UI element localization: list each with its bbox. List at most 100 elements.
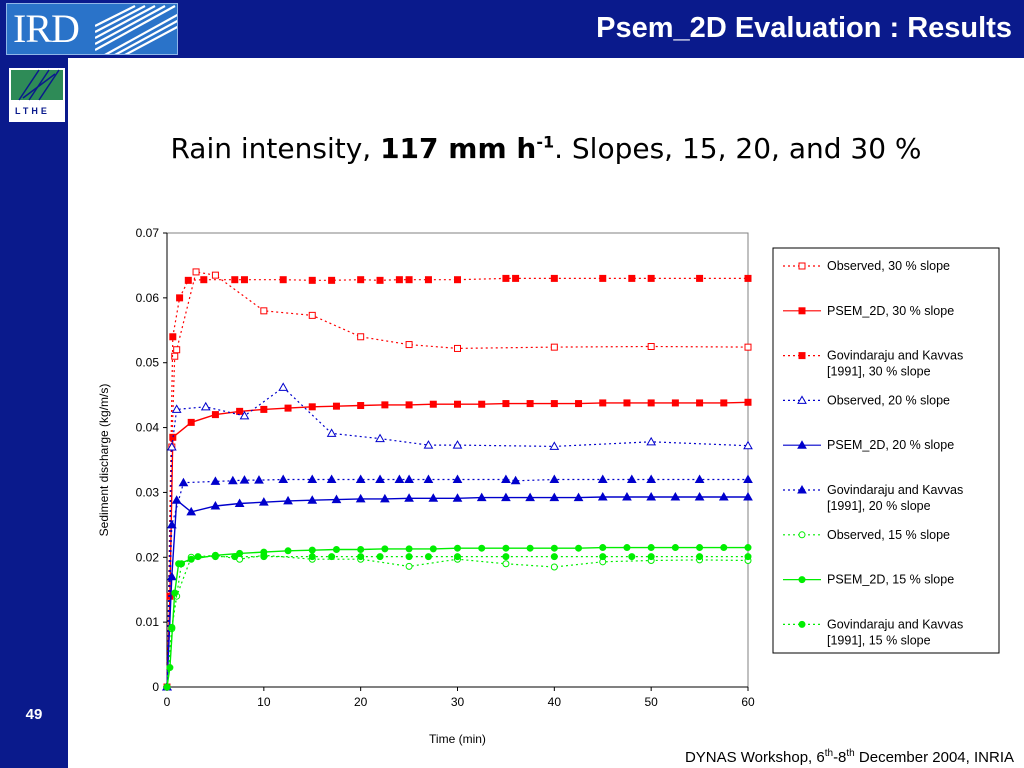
lthe-logo-icon: [11, 69, 63, 101]
data-point: [429, 400, 437, 408]
data-point: [381, 545, 389, 553]
x-tick-label: 0: [164, 695, 171, 709]
data-point: [227, 475, 238, 485]
data-point: [357, 333, 365, 341]
legend-label: Govindaraju and Kavvas [1991], 30 % slope: [827, 349, 963, 379]
series-line: [166, 271, 749, 688]
data-point: [694, 474, 705, 483]
data-point: [623, 544, 631, 552]
data-point: [355, 493, 366, 503]
data-point: [454, 344, 461, 352]
data-point: [200, 401, 211, 411]
data-point: [211, 411, 219, 419]
data-point: [599, 544, 607, 552]
footer-sup2: th: [846, 748, 855, 759]
data-point: [192, 268, 200, 276]
data-point: [200, 276, 208, 284]
data-point: [260, 405, 268, 413]
data-point: [424, 553, 432, 561]
legend-swatch-marker: [798, 307, 806, 315]
data-point: [502, 400, 510, 408]
slide-title: Psem_2D Evaluation : Results: [596, 12, 1012, 44]
plot-frame: [166, 232, 749, 688]
data-point: [260, 553, 268, 561]
data-point: [476, 492, 487, 502]
legend-swatch-marker: [797, 440, 807, 449]
data-point: [628, 553, 636, 561]
data-point: [501, 474, 511, 483]
data-point: [720, 399, 728, 407]
data-point: [234, 498, 245, 507]
data-point: [454, 544, 461, 552]
data-point: [375, 433, 385, 443]
series-line: [166, 555, 748, 688]
data-point: [502, 560, 510, 568]
data-point: [176, 294, 184, 302]
data-point: [550, 544, 558, 552]
data-point: [260, 307, 268, 315]
data-point: [279, 276, 287, 284]
data-point: [332, 546, 340, 554]
data-point: [328, 553, 336, 561]
data-point: [670, 491, 681, 501]
data-point: [720, 544, 728, 552]
data-point: [326, 428, 337, 437]
data-point: [186, 506, 197, 516]
data-point: [454, 276, 461, 284]
legend-swatch-marker: [798, 352, 806, 360]
footer-part2: -8: [833, 749, 847, 766]
data-point: [404, 493, 414, 502]
data-point: [512, 274, 520, 282]
legend-label: Govindaraju and Kavvas [1991], 20 % slope: [827, 483, 963, 513]
slide-subtitle: Rain intensity, 117 mm h-1. Slopes, 15, …: [68, 132, 1024, 165]
data-point: [510, 475, 521, 485]
plot-area: 0 0.01 0.02 0.03 0.04 0.05 0.06 0.07 0 10 20 30 40 50…: [97, 226, 755, 746]
ird-logo-text: IRD: [13, 6, 80, 51]
data-point: [550, 563, 558, 571]
legend-swatch-marker: [798, 531, 806, 539]
y-tick-label: 0.04: [136, 421, 160, 435]
data-point: [550, 553, 558, 561]
data-point: [647, 544, 655, 552]
data-point: [696, 274, 704, 282]
data-point: [424, 276, 432, 284]
data-point: [278, 474, 289, 483]
series-line: [166, 478, 748, 688]
x-tick-label: 20: [354, 695, 368, 709]
data-point: [236, 407, 244, 415]
data-point: [744, 398, 752, 406]
data-point: [623, 399, 631, 407]
footer-part3: December 2004, INRIA: [854, 749, 1014, 766]
data-point: [694, 491, 705, 501]
data-point: [380, 493, 390, 503]
data-point: [646, 491, 657, 501]
data-point: [210, 476, 221, 485]
data-point: [308, 553, 316, 561]
data-point: [405, 553, 413, 561]
data-point: [258, 497, 269, 506]
y-tick-label: 0.05: [136, 356, 160, 370]
lthe-logo: LTHE: [9, 68, 65, 122]
legend-swatch-marker: [798, 620, 806, 628]
data-point: [178, 560, 186, 568]
data-point: [696, 399, 704, 407]
data-point: [671, 544, 679, 552]
data-point: [395, 276, 403, 284]
data-point: [239, 410, 250, 420]
data-point: [331, 494, 342, 504]
data-point: [210, 501, 221, 510]
series-line: [166, 546, 748, 688]
y-tick-label: 0.07: [136, 226, 160, 240]
data-point: [626, 474, 637, 483]
y-tick-label: 0.01: [136, 615, 160, 629]
data-point: [355, 474, 366, 483]
legend-item: PSEM_2D, 30 % slope: [783, 304, 954, 318]
data-point: [478, 544, 486, 552]
data-point: [231, 276, 239, 284]
data-point: [283, 495, 293, 505]
subtitle-bold-text: 117 mm h: [380, 132, 537, 165]
data-point: [597, 474, 608, 483]
footer-part1: DYNAS Workshop, 6: [684, 749, 825, 766]
x-tick-label: 50: [644, 695, 658, 709]
legend-item: Observed, 20 % slope: [783, 393, 950, 407]
